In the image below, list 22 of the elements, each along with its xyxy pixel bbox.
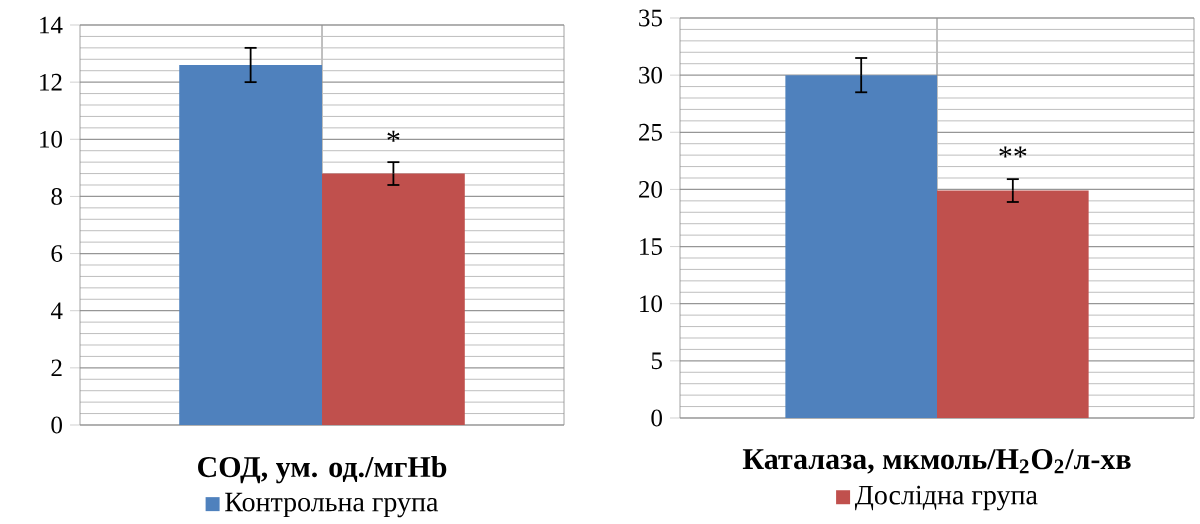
y-tick-label: 35 (639, 9, 662, 27)
y-tick-label: 2 (51, 359, 62, 377)
annotation: ** (999, 146, 1027, 158)
annotation: * (387, 130, 400, 142)
y-tick-label: 4 (50, 302, 63, 319)
y-tick-label: 15 (640, 238, 662, 255)
y-tick-label: 5 (651, 352, 662, 370)
legend-label: Дослідна група (854, 485, 1038, 511)
y-tick-label: 20 (639, 180, 662, 198)
y-tick-label: 0 (651, 409, 662, 427)
y-tick-label: 14 (40, 16, 63, 34)
legend-label: Контрольна група (225, 492, 439, 518)
x-tick-label: СОД, ум. од./мгHb (198, 456, 447, 484)
y-tick-label: 10 (640, 295, 662, 313)
y-tick-label: 12 (40, 73, 62, 91)
y-tick-label: 0 (51, 416, 62, 434)
y-tick-label: 8 (51, 187, 62, 205)
category-label: Каталаза, мкмоль/H$_{2}$O$_{2}$/л-хв (742, 449, 1131, 474)
y-tick-label: 25 (639, 123, 662, 141)
y-tick-label: 6 (51, 245, 63, 262)
y-tick-label: 30 (639, 66, 662, 84)
y-tick-label: 10 (40, 130, 62, 148)
